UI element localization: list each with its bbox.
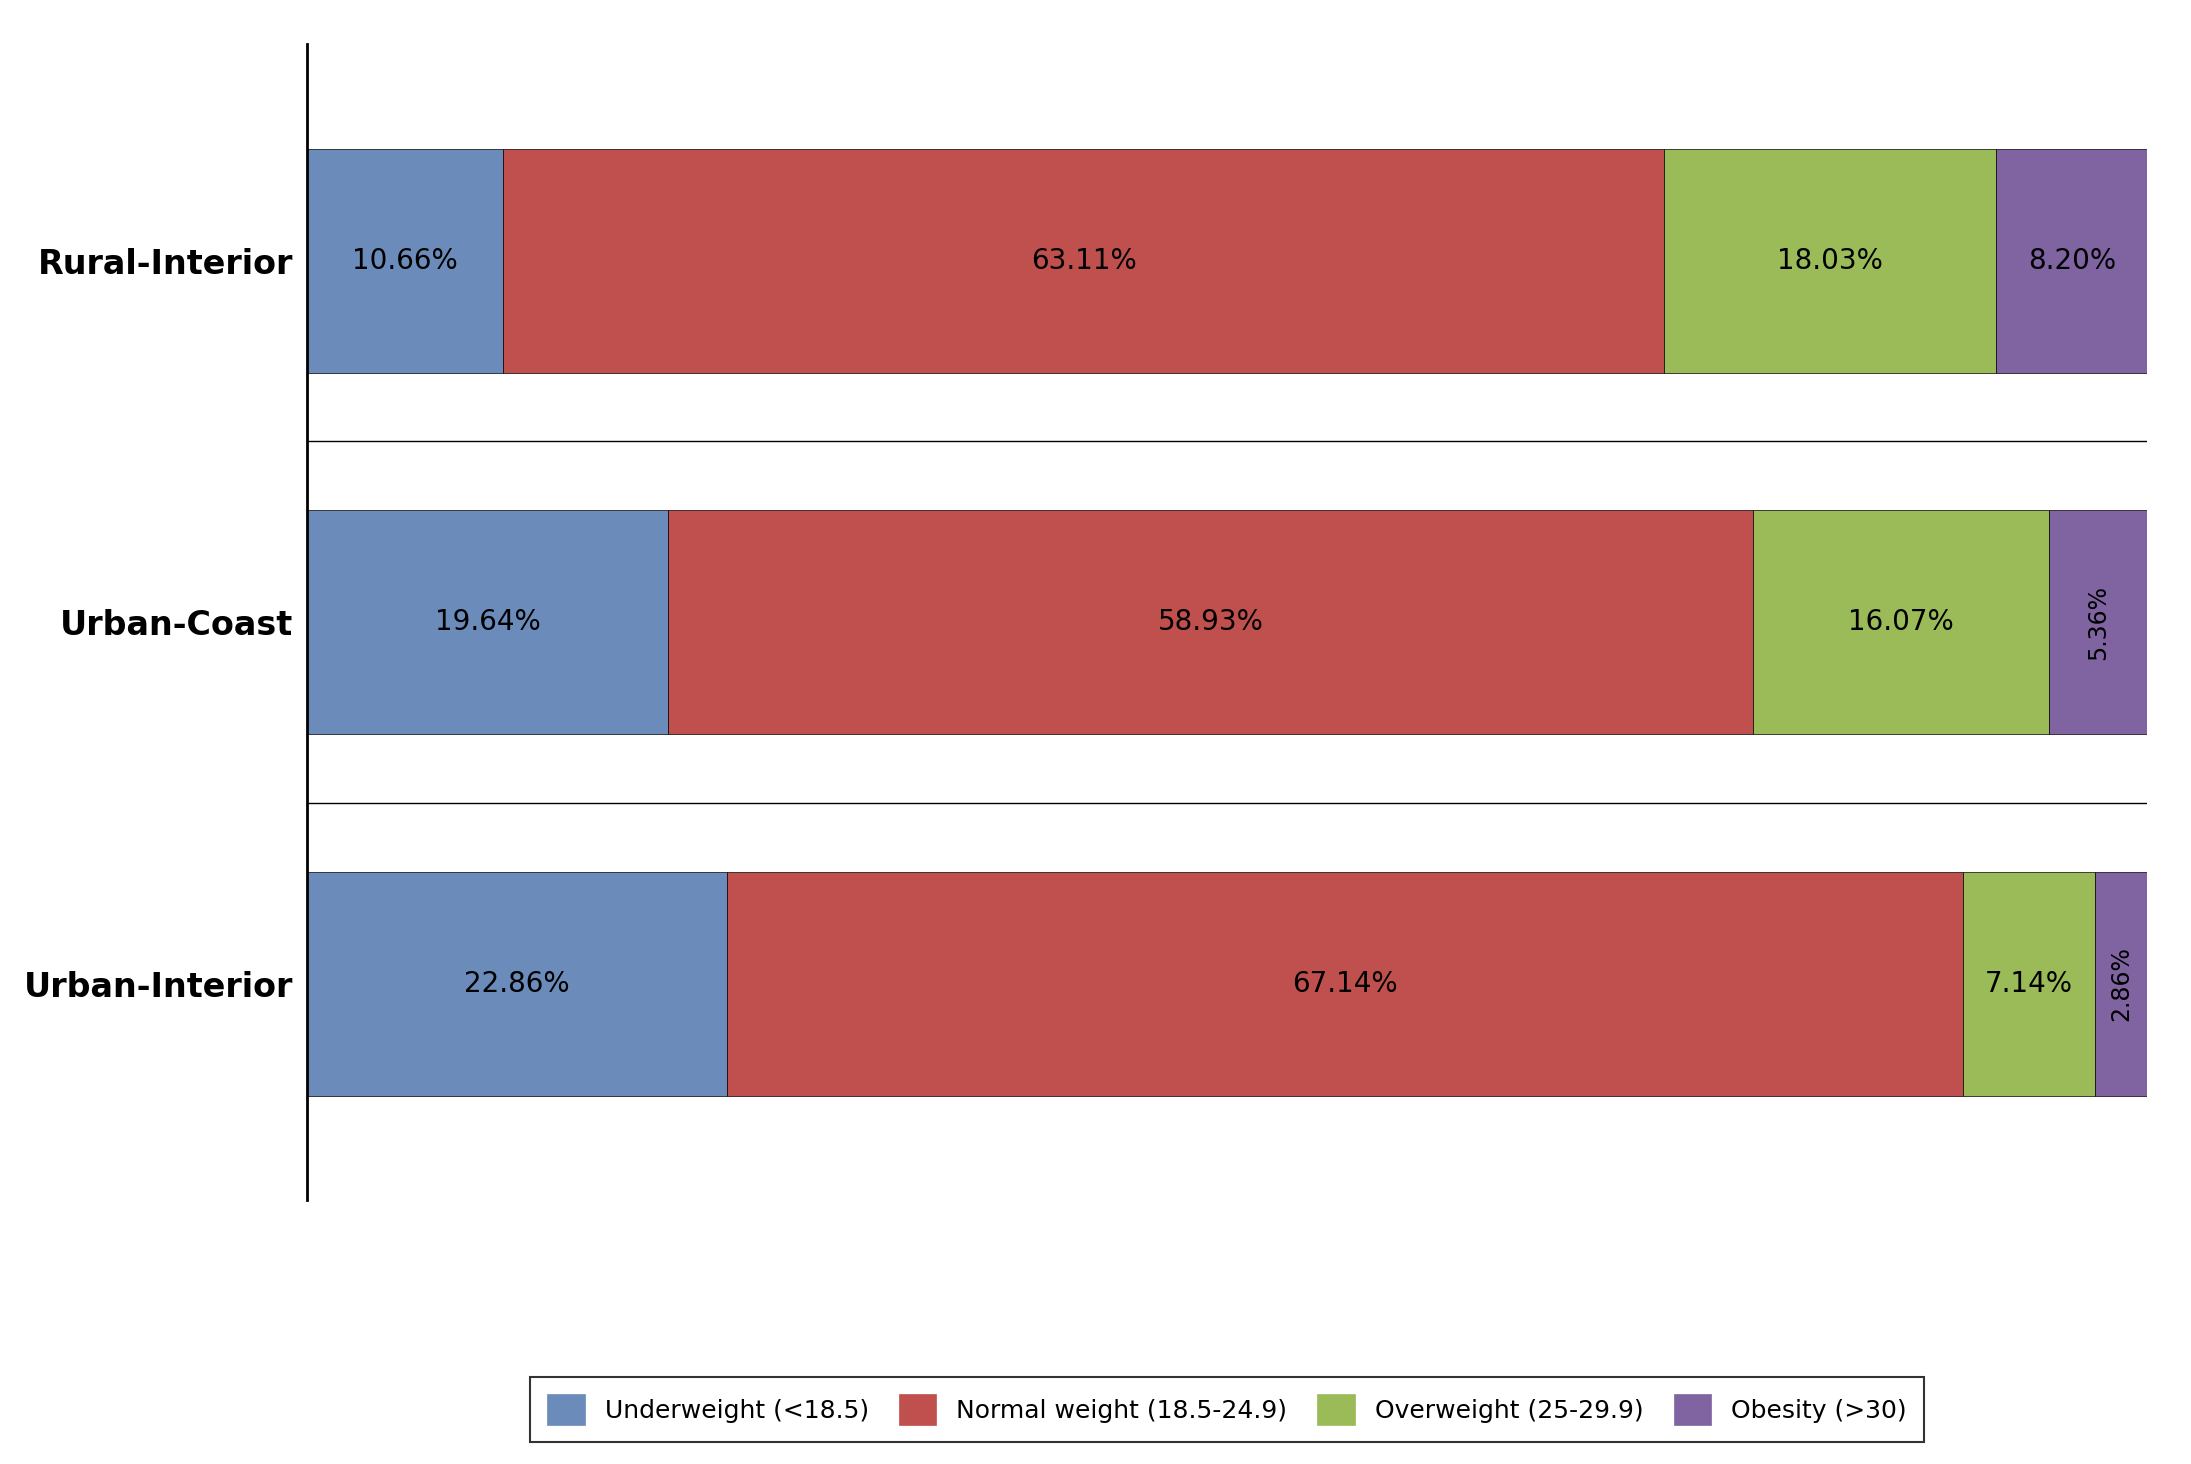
Bar <box>1753 509 2049 735</box>
Text: 58.93%: 58.93% <box>1157 608 1264 637</box>
Bar <box>307 509 668 735</box>
Bar <box>1963 871 2095 1095</box>
Text: 18.03%: 18.03% <box>1777 247 1884 275</box>
Bar <box>2095 871 2147 1095</box>
Bar <box>307 149 504 373</box>
Text: 2.86%: 2.86% <box>2110 946 2132 1020</box>
Bar <box>504 149 1665 373</box>
Text: 16.07%: 16.07% <box>1847 608 1954 637</box>
Bar <box>668 509 1753 735</box>
Text: 10.66%: 10.66% <box>353 247 458 275</box>
Legend: Underweight (<18.5), Normal weight (18.5-24.9), Overweight (25-29.9), Obesity (>: Underweight (<18.5), Normal weight (18.5… <box>530 1378 1924 1442</box>
Text: 19.64%: 19.64% <box>434 608 541 637</box>
Bar <box>1996 149 2147 373</box>
Text: 8.20%: 8.20% <box>2027 247 2117 275</box>
Bar <box>1665 149 1996 373</box>
Text: 63.11%: 63.11% <box>1030 247 1137 275</box>
Bar <box>727 871 1963 1095</box>
Bar <box>307 871 727 1095</box>
Text: 5.36%: 5.36% <box>2086 584 2110 660</box>
Bar <box>2049 509 2147 735</box>
Text: 7.14%: 7.14% <box>1985 969 2073 997</box>
Text: 22.86%: 22.86% <box>464 969 570 997</box>
Text: 67.14%: 67.14% <box>1293 969 1398 997</box>
